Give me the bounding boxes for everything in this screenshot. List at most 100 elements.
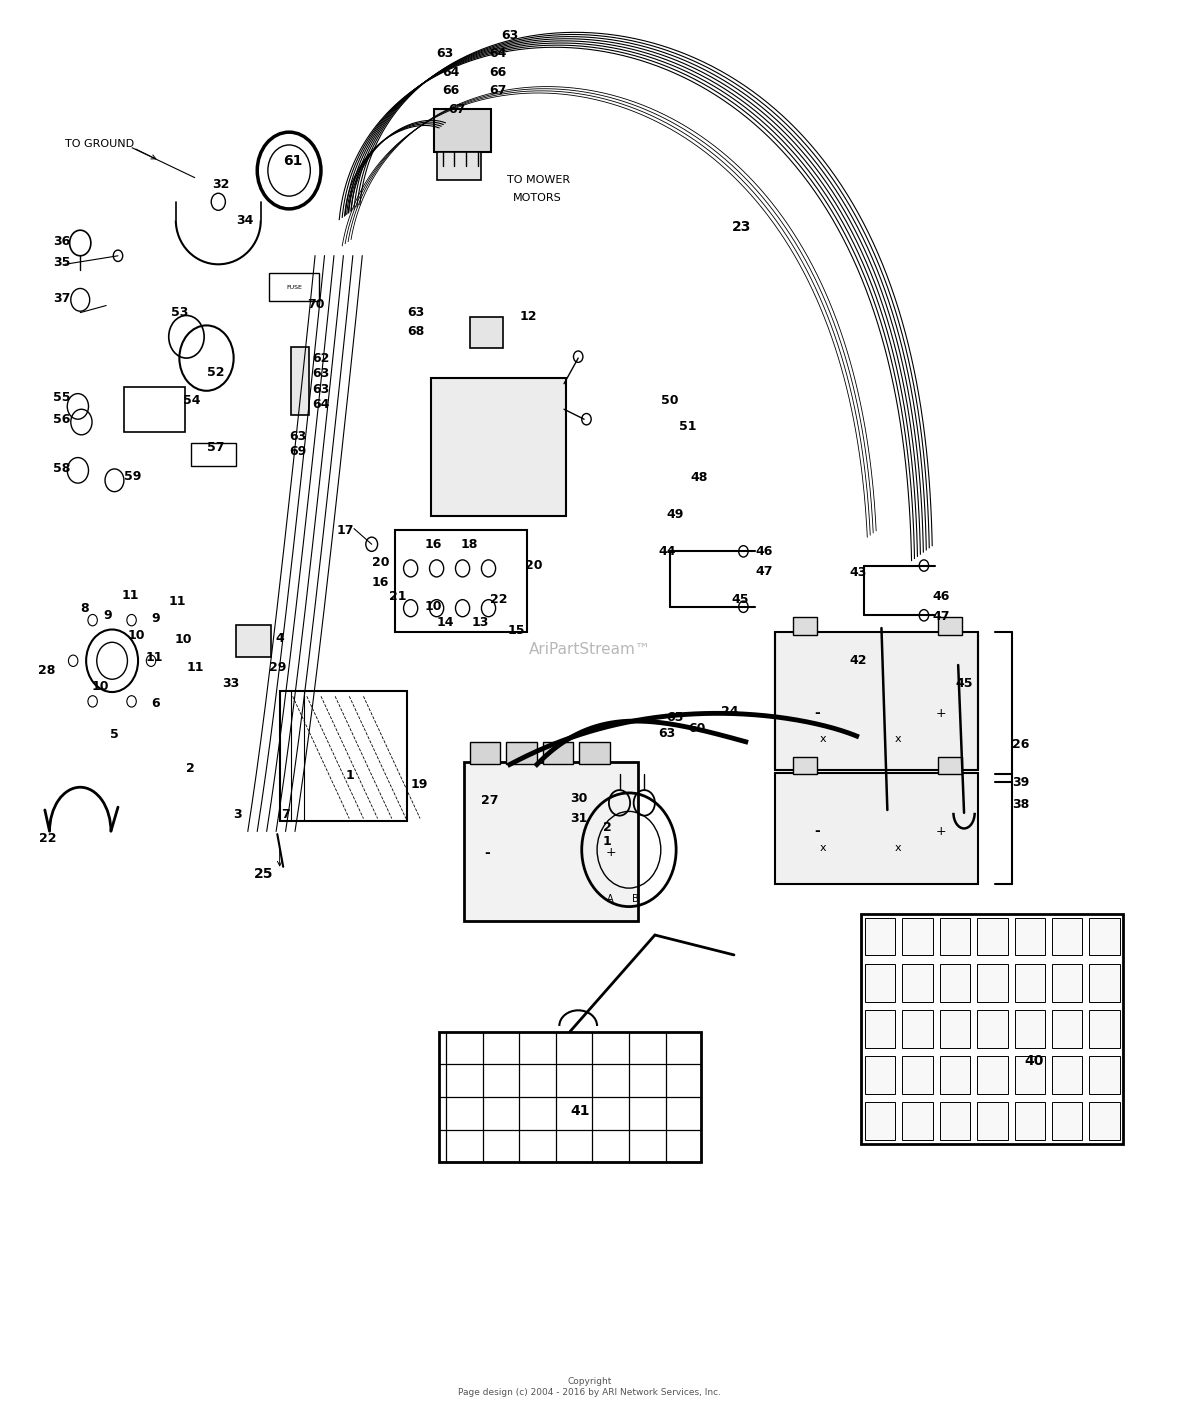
Text: 52: 52 — [206, 365, 224, 379]
Bar — [1089, 1056, 1120, 1094]
Bar — [775, 773, 978, 884]
Text: 45: 45 — [956, 676, 974, 691]
Text: 61: 61 — [283, 153, 302, 168]
Bar — [506, 742, 537, 764]
Bar — [280, 691, 407, 821]
Text: -: - — [814, 706, 820, 720]
Text: 39: 39 — [1012, 776, 1030, 790]
Bar — [470, 742, 500, 764]
Bar — [939, 1056, 970, 1094]
Text: 54: 54 — [183, 394, 201, 408]
Text: 7: 7 — [281, 807, 289, 821]
Text: 63: 63 — [313, 367, 330, 381]
Text: 47: 47 — [755, 564, 773, 578]
Text: 65: 65 — [667, 710, 684, 725]
Text: 67: 67 — [448, 102, 466, 117]
Text: +: + — [936, 824, 946, 838]
Text: 64: 64 — [442, 65, 460, 80]
Text: 16: 16 — [372, 576, 389, 590]
Bar — [977, 1010, 1008, 1047]
Text: 49: 49 — [667, 507, 684, 522]
Text: 10: 10 — [425, 600, 442, 614]
Text: -: - — [484, 845, 490, 860]
Text: 14: 14 — [437, 615, 454, 630]
Text: 70: 70 — [307, 297, 324, 311]
Text: x: x — [820, 733, 827, 745]
Text: 63: 63 — [289, 429, 307, 443]
Text: 43: 43 — [850, 566, 867, 580]
Text: x: x — [894, 843, 902, 854]
Text: 27: 27 — [481, 793, 499, 807]
Bar — [236, 625, 271, 657]
Bar — [439, 1032, 701, 1162]
Text: 45: 45 — [732, 593, 749, 607]
Text: 64: 64 — [313, 398, 330, 412]
Text: 6: 6 — [151, 696, 159, 710]
Text: 63: 63 — [502, 28, 519, 43]
Bar — [903, 918, 932, 955]
Text: 63: 63 — [407, 306, 425, 320]
Text: 33: 33 — [222, 676, 240, 691]
Bar — [269, 273, 319, 301]
Bar — [1015, 1010, 1045, 1047]
Bar — [464, 762, 638, 921]
Text: AriPartStream™: AriPartStream™ — [529, 642, 651, 657]
Bar — [977, 963, 1008, 1002]
Text: 64: 64 — [490, 47, 507, 61]
Text: 66: 66 — [442, 84, 460, 98]
Bar — [543, 742, 573, 764]
Text: 15: 15 — [507, 624, 525, 638]
Bar — [865, 1103, 896, 1140]
Text: 29: 29 — [269, 661, 287, 675]
Text: 38: 38 — [1012, 797, 1030, 811]
Text: 10: 10 — [127, 628, 145, 642]
Text: +: + — [936, 706, 946, 720]
Text: 34: 34 — [236, 213, 254, 227]
Text: 68: 68 — [407, 324, 425, 338]
Bar — [1089, 963, 1120, 1002]
Bar — [903, 963, 932, 1002]
Text: 3: 3 — [234, 807, 242, 821]
Text: 20: 20 — [372, 556, 389, 570]
Text: 13: 13 — [472, 615, 490, 630]
Bar — [1015, 963, 1045, 1002]
Text: 30: 30 — [570, 791, 588, 806]
Text: +: + — [605, 845, 616, 860]
Text: 42: 42 — [850, 654, 867, 668]
Bar — [939, 918, 970, 955]
Bar — [938, 757, 962, 774]
Bar — [1089, 1010, 1120, 1047]
Text: Copyright
Page design (c) 2004 - 2016 by ARI Network Services, Inc.: Copyright Page design (c) 2004 - 2016 by… — [459, 1377, 721, 1397]
Text: 26: 26 — [1012, 737, 1030, 752]
Bar — [1015, 918, 1045, 955]
Bar — [579, 742, 610, 764]
Bar — [1053, 918, 1082, 955]
Bar — [1015, 1103, 1045, 1140]
Bar — [793, 757, 817, 774]
Bar — [793, 617, 817, 635]
Bar — [865, 1010, 896, 1047]
Text: 59: 59 — [124, 469, 142, 483]
Bar — [1053, 1056, 1082, 1094]
Bar — [1089, 918, 1120, 955]
Text: 16: 16 — [425, 537, 442, 551]
Text: 18: 18 — [460, 537, 478, 551]
Text: 66: 66 — [490, 65, 507, 80]
Bar — [939, 963, 970, 1002]
Bar — [861, 914, 1123, 1144]
Bar — [865, 1056, 896, 1094]
Bar — [1015, 1056, 1045, 1094]
Text: 40: 40 — [1024, 1054, 1043, 1069]
Text: 37: 37 — [53, 291, 71, 306]
Text: 2: 2 — [186, 762, 195, 776]
Bar — [434, 109, 491, 152]
Text: 55: 55 — [53, 391, 71, 405]
Bar — [903, 1010, 932, 1047]
Text: 1: 1 — [603, 834, 611, 848]
Bar — [977, 1103, 1008, 1140]
Bar — [431, 378, 566, 516]
Text: 63: 63 — [437, 47, 454, 61]
Text: 63: 63 — [658, 726, 676, 740]
Text: 9: 9 — [151, 611, 159, 625]
Text: 23: 23 — [732, 220, 750, 234]
